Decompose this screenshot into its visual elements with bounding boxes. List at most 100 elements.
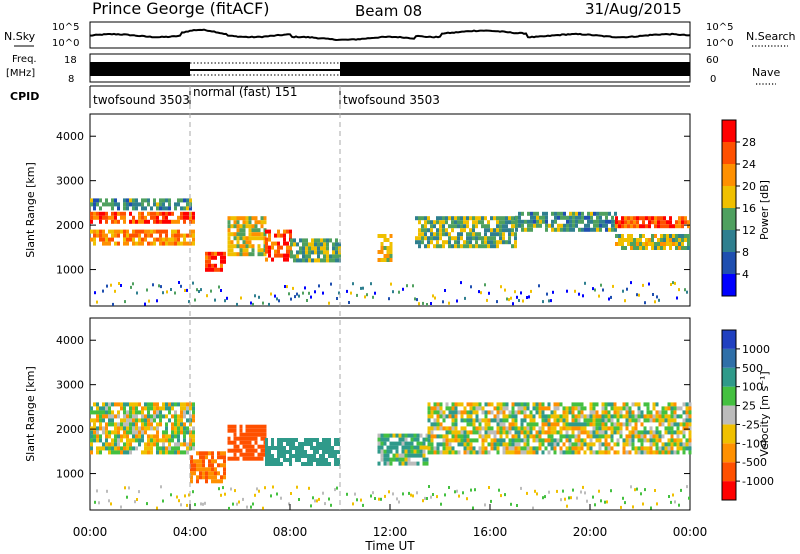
velocity-cell: [162, 414, 165, 419]
velocity-cell: [310, 462, 313, 466]
power-cell: [236, 302, 238, 306]
velocity-cell: [559, 430, 563, 435]
velocity-cell: [565, 414, 569, 419]
velocity-cell: [177, 418, 180, 423]
velocity-cell: [239, 452, 243, 457]
velocity-cell: [90, 438, 93, 443]
velocity-cell: [529, 410, 533, 415]
velocity-cell: [245, 436, 249, 441]
power-cell: [189, 198, 192, 203]
velocity-cell: [248, 432, 252, 437]
velocity-cell: [165, 434, 168, 439]
velocity-cell: [120, 402, 123, 407]
power-cell: [669, 242, 672, 246]
velocity-cell: [613, 406, 617, 411]
power-cell: [326, 258, 329, 263]
power-cell: [436, 216, 439, 221]
power-cell: [611, 219, 614, 224]
velocity-cell: [138, 426, 141, 431]
velocity-cell: [150, 402, 153, 407]
velocity-cell: [460, 438, 464, 443]
velocity-cell: [427, 442, 431, 447]
velocity-cell: [607, 414, 611, 419]
power-cell: [111, 215, 114, 220]
velocity-cell: [571, 402, 575, 407]
power-cell: [305, 242, 308, 247]
power-cell: [521, 219, 524, 224]
velocity-cell: [220, 463, 223, 468]
velocity-cell: [496, 406, 500, 411]
velocity-cell: [553, 406, 557, 411]
power-cell: [457, 236, 460, 241]
velocity-cell: [631, 410, 635, 415]
velocity-cell: [407, 441, 411, 446]
velocity-cell: [248, 436, 252, 441]
velocity-cell: [505, 414, 509, 419]
velocity-cell: [523, 446, 527, 451]
velocity-cell: [658, 446, 662, 451]
power-cell: [330, 282, 332, 286]
velocity-cell: [451, 406, 455, 411]
velocity-cell: [310, 438, 313, 442]
velocity-cell: [469, 438, 473, 443]
velocity-cell: [613, 422, 617, 427]
power-cell: [366, 293, 368, 297]
velocity-cell: [257, 456, 261, 461]
power-cell: [654, 224, 657, 229]
power-cell: [448, 232, 451, 237]
power-cell: [504, 288, 506, 292]
power-cell: [527, 219, 530, 224]
velocity-cell: [505, 402, 509, 407]
nave-right-tick-bottom: 0: [710, 74, 716, 85]
power-cell: [129, 202, 132, 207]
power-cell: [475, 232, 478, 237]
power-cell: [192, 237, 195, 242]
velocity-cell: [422, 499, 424, 503]
velocity-cell: [562, 422, 566, 427]
velocity-cell: [576, 496, 578, 500]
velocity-cell: [260, 452, 264, 457]
velocity-cell: [129, 414, 132, 419]
power-cell: [245, 224, 249, 229]
velocity-cell: [556, 489, 558, 493]
velocity-cell: [102, 414, 105, 419]
velocity-cell: [196, 479, 199, 484]
power-cell: [120, 284, 122, 287]
power-cell: [563, 215, 566, 220]
velocity-cell: [408, 491, 410, 495]
power-cell: [502, 220, 505, 225]
power-cell: [144, 206, 147, 211]
power-cell: [141, 211, 144, 216]
power-cell: [608, 297, 610, 301]
power-cell: [518, 215, 521, 220]
velocity-cell: [298, 450, 301, 454]
velocity-cell: [129, 450, 132, 455]
power-cell: [493, 216, 496, 221]
velocity-cell: [141, 438, 144, 443]
velocity-cell: [413, 445, 417, 450]
velocity-cell: [559, 402, 563, 407]
velocity-cell: [493, 418, 497, 423]
velocity-cell: [679, 438, 683, 443]
velocity-cell: [108, 430, 111, 435]
velocity-cell: [260, 436, 264, 441]
power-cell: [469, 236, 472, 241]
velocity-cell: [445, 446, 449, 451]
power-cell: [636, 246, 639, 250]
power-cell: [569, 215, 572, 220]
power-cell: [227, 224, 231, 229]
velocity-cell: [481, 406, 485, 411]
power-cell: [338, 254, 341, 259]
velocity-cell: [360, 498, 362, 502]
velocity-cell: [604, 426, 608, 431]
velocity-cell: [478, 406, 482, 411]
power-ylabel: Slant Range [km]: [24, 162, 37, 258]
velocity-cell: [186, 426, 189, 431]
power-cell: [293, 258, 296, 263]
velocity-cell: [196, 475, 199, 480]
velocity-cell: [442, 414, 446, 419]
velocity-cell: [433, 434, 437, 439]
velocity-cell: [192, 442, 195, 447]
power-cell: [666, 234, 669, 238]
velocity-cell: [170, 493, 172, 497]
